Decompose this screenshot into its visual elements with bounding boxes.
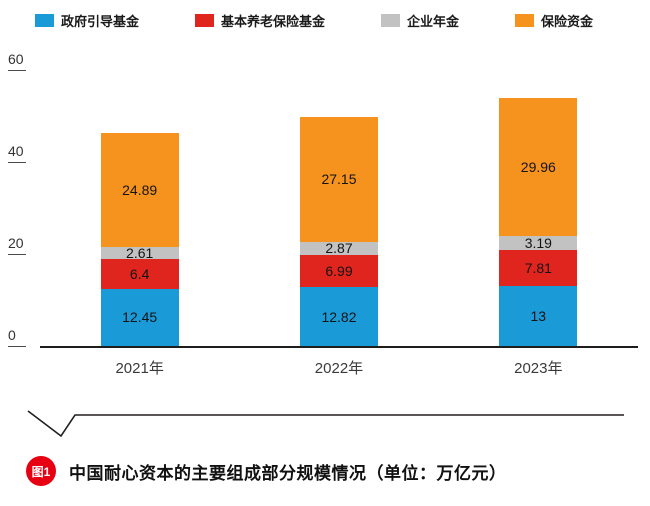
caption: 图1 中国耐心资本的主要组成部分规模情况（单位：万亿元） [26,456,650,486]
legend-item-1: 政府引导基金 [35,11,139,30]
value-label: 24.89 [122,182,158,199]
legend-label: 政府引导基金 [61,13,140,29]
bar-segment: 12.82 [299,287,378,346]
bar-segment: 12.45 [100,288,179,346]
legend-swatch-icon [515,13,535,27]
figure-badge: 图1 [26,456,56,486]
bar-stack: 29.96 3.19 7.81 13 [499,97,578,346]
value-label: 2.87 [325,240,353,257]
legend-swatch-icon [381,13,401,27]
legend-swatch-icon [35,13,54,27]
y-tick [8,254,26,255]
x-axis-labels: 2021年 2022年 2023年 [40,357,638,378]
value-label: 13 [530,308,547,325]
decorative-line [27,410,624,438]
value-label: 7.81 [524,260,552,277]
y-tick-label: 60 [8,51,24,67]
y-tick [8,346,26,347]
plot: 24.89 2.61 6.4 12.45 27.15 2.87 6.99 12.82 29.96… [40,70,638,348]
bar-segment: 24.89 [100,132,179,248]
legend: 政府引导基金 基本养老保险基金 企业年金 保险资金 [0,0,650,30]
value-label: 12.82 [321,308,357,325]
bar-segment: 29.96 [499,97,578,236]
bar-stack: 27.15 2.87 6.99 12.82 [299,116,378,346]
legend-item-4: 保险资金 [515,11,593,30]
bar-group-1: 24.89 2.61 6.4 12.45 [40,132,239,346]
legend-label: 基本养老保险基金 [221,13,326,29]
value-label: 3.19 [524,234,552,251]
legend-label: 企业年金 [407,13,460,29]
y-tick [8,70,26,71]
bar-group-3: 29.96 3.19 7.81 13 [439,97,638,346]
bar-segment: 6.4 [100,259,179,289]
value-label: 29.96 [520,158,556,175]
x-axis-label: 2022年 [314,360,364,377]
bar-segment: 3.19 [499,234,578,251]
y-axis: 0 20 40 60 [0,51,40,347]
figure-title: 中国耐心资本的主要组成部分规模情况（单位：万亿元） [69,463,507,483]
bar-segment: 2.61 [100,245,179,262]
legend-label: 保险资金 [541,13,594,29]
bar-segment: 6.99 [299,254,378,288]
value-label: 6.99 [325,262,353,279]
bar-segment: 2.87 [299,240,378,257]
x-axis-label: 2021年 [115,360,164,377]
bar-segment: 13 [499,286,578,346]
y-tick-label: 0 [8,327,16,343]
x-axis-label: 2023年 [514,360,563,377]
value-label: 2.61 [126,245,154,262]
y-tick [8,162,26,163]
y-tick-label: 40 [8,143,24,159]
bar-stack: 24.89 2.61 6.4 12.45 [100,132,179,346]
value-label: 12.45 [122,309,158,326]
value-label: 6.4 [129,266,150,283]
bar-segment: 27.15 [299,116,378,242]
legend-swatch-icon [195,13,215,27]
value-label: 27.15 [321,171,357,188]
bar-group-2: 27.15 2.87 6.99 12.82 [239,116,438,346]
chart: 0 20 40 60 24.89 2.61 6.4 12.45 27.15 2.87 6.99 12… [0,51,650,390]
bar-segment: 7.81 [499,250,578,287]
y-tick-label: 20 [8,235,24,251]
legend-item-3: 企业年金 [381,11,459,30]
legend-item-2: 基本养老保险基金 [195,11,325,30]
